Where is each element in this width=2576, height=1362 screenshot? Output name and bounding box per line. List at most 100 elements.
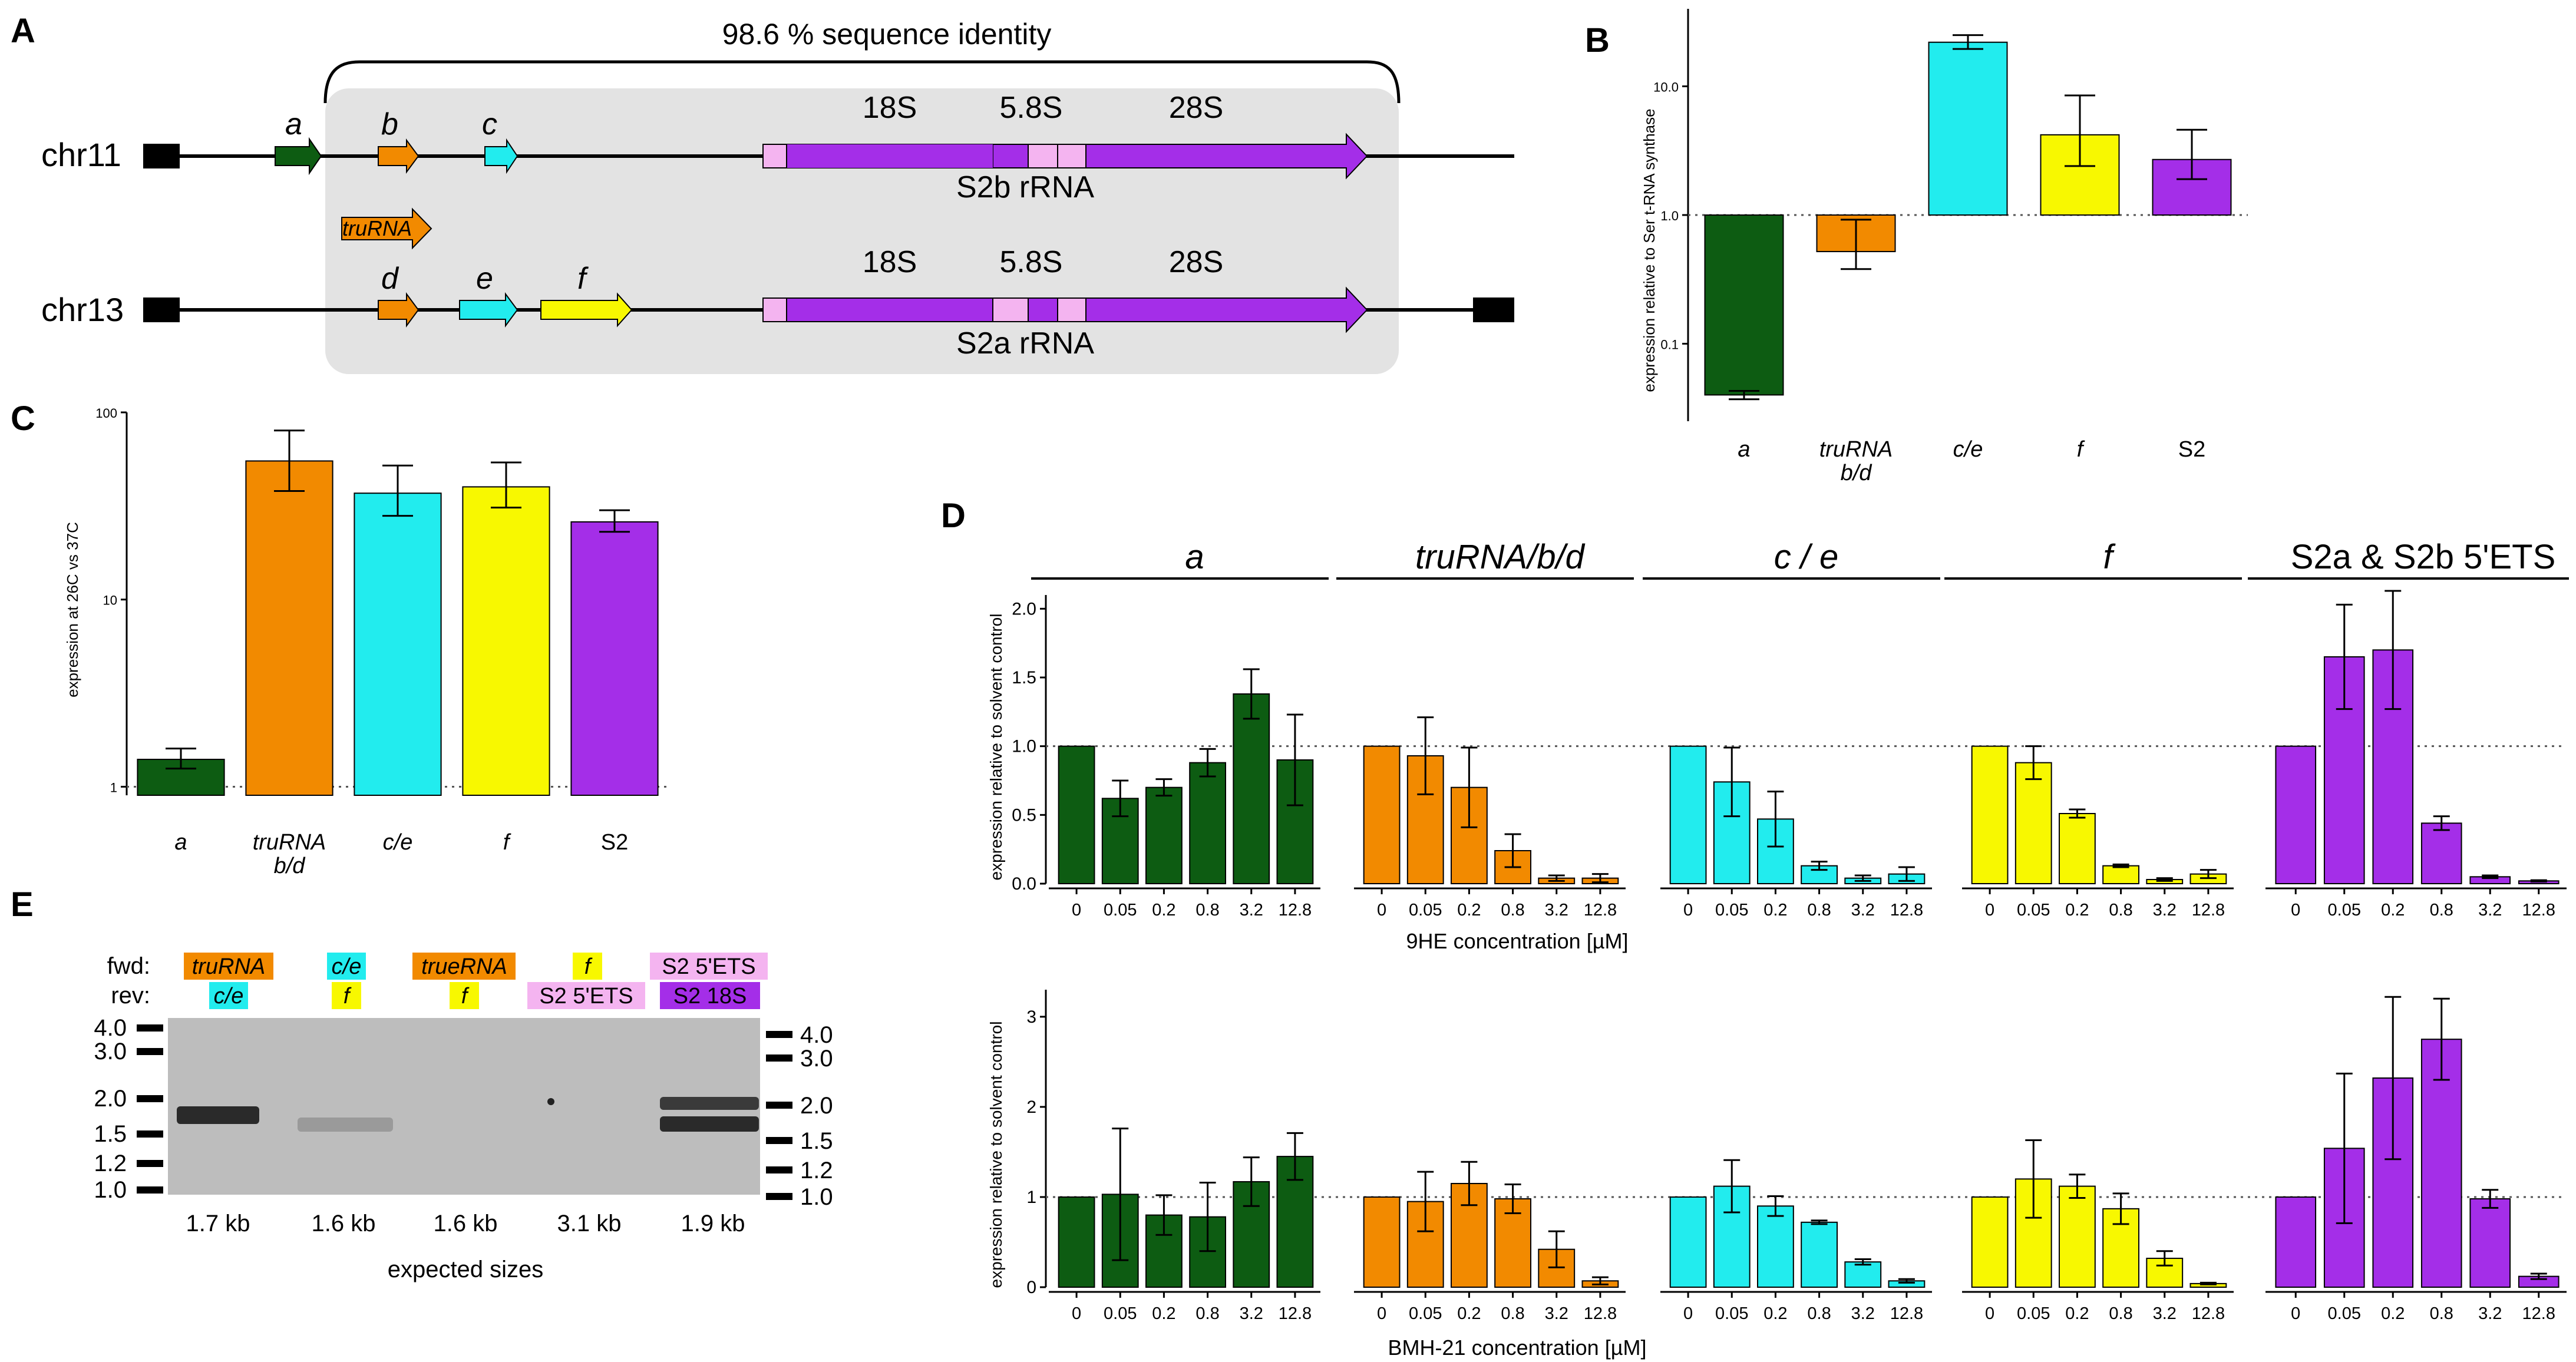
x-tick-label: 12.8: [2192, 901, 2225, 920]
chr13-right-block: [1473, 297, 1514, 322]
y-tick-label: 3: [1026, 1007, 1036, 1027]
x-tick-label: 3.2: [1851, 901, 1875, 920]
x-tick-label: 0.2: [1457, 901, 1481, 920]
chr11-left-block: [143, 144, 180, 168]
bar: [1058, 1196, 1095, 1288]
panel-d: D expression relative to solvent control…: [941, 497, 2569, 1360]
x-tick-label: a: [1738, 437, 1750, 462]
lane3-rev: f: [461, 984, 470, 1009]
x-tick-label: 0.8: [1195, 1304, 1219, 1323]
x-tick-label: 12.8: [1584, 901, 1617, 920]
bar: [2420, 822, 2462, 885]
bar: [1669, 1196, 1707, 1288]
x-tick-label: 0.2: [2065, 901, 2089, 920]
chr11-18s-label: 18S: [863, 91, 917, 125]
bar: [2014, 762, 2052, 884]
trurna-arrow: [341, 207, 432, 250]
x-tick-label: 0.05: [2328, 901, 2361, 920]
bar: [2102, 865, 2139, 884]
lane1-fwd-box: [184, 953, 273, 980]
bar: [570, 521, 659, 796]
y-tick-label: 1: [1026, 1188, 1036, 1207]
panel-e: E fwd: rev: truRNA c/e c/e f trueRNA f f…: [11, 885, 833, 1282]
ladder-mark-right: [766, 1102, 792, 1109]
ladder-mark-right: [766, 1031, 792, 1038]
x-tick-label: 3.2: [1240, 901, 1263, 920]
gel-caption: expected sizes: [388, 1257, 544, 1282]
lane5-band-lower: [660, 1116, 759, 1132]
ladder-label-left: 2.0: [94, 1086, 127, 1112]
chr13-its2: [1057, 297, 1086, 322]
panel-d-bottom-xlabel: BMH-21 concentration [µM]: [1388, 1335, 1647, 1360]
arrow-d: [378, 292, 420, 328]
x-tick-label: 0: [1377, 1304, 1386, 1323]
panel-c: C expression at 26C vs 37C 1 10 100 a truRNA…: [11, 399, 669, 878]
y-tick-label: 1: [110, 780, 117, 795]
lane2-fwd: c/e: [332, 954, 362, 979]
bar: [1669, 745, 1707, 884]
ladder-mark-right: [766, 1054, 792, 1062]
x-tick-label: 0.8: [1501, 901, 1524, 920]
x-tick-label: 0.8: [2109, 1304, 2132, 1323]
bar: [1363, 745, 1401, 884]
ladder-label-right: 1.5: [800, 1128, 833, 1154]
lane5-rev: S2 18S: [673, 984, 747, 1009]
x-tick-label: 0: [1683, 901, 1693, 920]
ladder-label-right: 1.2: [800, 1158, 833, 1184]
x-tick-label: 0.8: [1501, 1304, 1524, 1323]
x-tick-label: 0: [1377, 901, 1386, 920]
panel-c-ylabel: expression at 26C vs 37C: [64, 522, 81, 697]
bar: [462, 486, 550, 796]
ladder-mark-right: [766, 1166, 792, 1173]
y-tick-label: 1.5: [1012, 668, 1036, 687]
x-tick-label: 0.05: [1715, 901, 1748, 920]
fwd-label: fwd:: [107, 953, 150, 979]
lane1-rev-box: [209, 982, 248, 1009]
x-tick-label: 3.2: [2478, 1304, 2502, 1323]
x-tick-label: 3.2: [2153, 901, 2177, 920]
x-tick-label: 12.8: [2192, 1304, 2225, 1323]
chr13-18s-seg: [786, 297, 993, 322]
lane4-rev: S2 5'ETS: [539, 984, 633, 1009]
x-tick-label: 0: [1072, 901, 1081, 920]
x-tick-label: 0.2: [1152, 901, 1175, 920]
ladder-label-left: 1.0: [94, 1177, 127, 1203]
bar: [1971, 745, 2009, 884]
x-tick-label: 12.8: [1584, 1304, 1617, 1323]
x-tick-label: b/d: [274, 854, 306, 878]
ladder-label-right: 3.0: [800, 1046, 833, 1072]
x-tick-label: 0.2: [2381, 1304, 2405, 1323]
lane2-fwd-box: [327, 953, 366, 980]
chr11-rrna-label: S2b rRNA: [956, 170, 1094, 204]
x-tick-label: 0.8: [1195, 901, 1219, 920]
y-tick-label: 0.5: [1012, 805, 1036, 825]
lane2-rev: f: [344, 984, 352, 1009]
x-tick-label: 0.8: [1807, 1304, 1831, 1323]
panel-a-letter: A: [11, 12, 35, 50]
ladder-mark-right: [766, 1193, 792, 1200]
x-tick-label: b/d: [1841, 461, 1873, 485]
bar: [2275, 745, 2317, 884]
lane2-size: 1.6 kb: [312, 1211, 376, 1237]
x-tick-label: 3.2: [1240, 1304, 1263, 1323]
group-title: S2a & S2b 5'ETS: [2291, 538, 2556, 576]
chr11-its2: [1057, 144, 1086, 168]
y-tick-label: 0.0: [1012, 874, 1036, 894]
y-tick-label: 10: [103, 593, 117, 608]
x-tick-label: 0.2: [1152, 1304, 1175, 1323]
bar: [2469, 1198, 2511, 1288]
lane3-fwd-box: [412, 953, 516, 980]
bar: [1757, 1205, 1794, 1288]
ladder-mark-left: [137, 1095, 163, 1102]
lane4-rev-box: [527, 982, 645, 1009]
x-tick-label: f: [503, 830, 511, 855]
x-tick-label: 0.8: [2430, 901, 2453, 920]
x-tick-label: 0.05: [1104, 1304, 1137, 1323]
panel-d-top-xlabel: 9HE concentration [µM]: [1406, 929, 1629, 953]
y-tick-label: 2.0: [1012, 599, 1036, 619]
x-tick-label: 0.8: [1807, 901, 1831, 920]
lane5-band-upper: [660, 1097, 759, 1110]
chr13-58s-label: 5.8S: [1000, 245, 1063, 279]
bar: [2059, 1185, 2096, 1288]
bar: [1928, 41, 2008, 216]
